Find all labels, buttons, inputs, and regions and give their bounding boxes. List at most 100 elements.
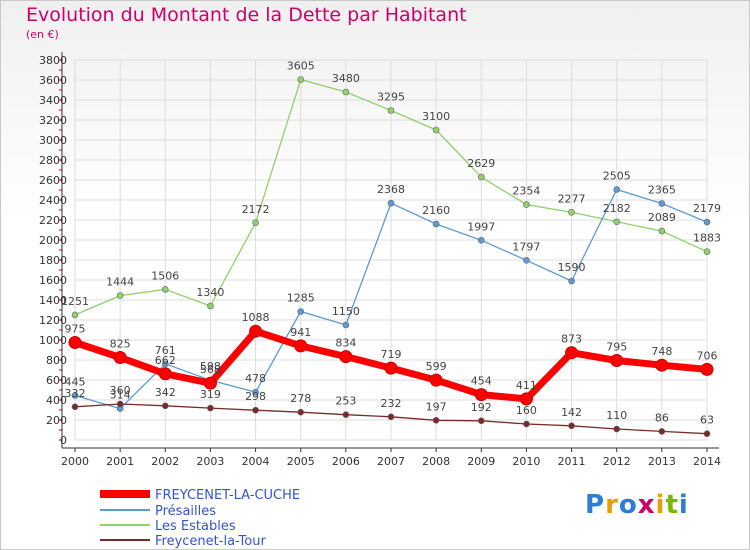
data-label-les-estables: 2354 xyxy=(512,185,540,198)
x-tick-label: 2014 xyxy=(693,455,721,468)
data-point-freycenet-la-cuche xyxy=(339,350,353,364)
data-label-freycenet-la-cuche: 411 xyxy=(516,379,537,392)
x-tick-label: 2004 xyxy=(242,455,270,468)
data-point-les-estables xyxy=(297,76,305,83)
data-label-pr-sailles: 2179 xyxy=(693,202,721,215)
y-tick-label: 0 xyxy=(60,434,67,447)
y-tick-label: 2800 xyxy=(39,154,67,167)
y-tick-label: 1800 xyxy=(39,254,67,267)
data-point-freycenet-la-cuche xyxy=(610,354,624,367)
data-point-freycenet-la-cuche xyxy=(474,388,488,402)
x-tick-label: 2002 xyxy=(151,455,179,468)
data-label-freycenet-la-cuche: 706 xyxy=(697,349,718,362)
data-label-freycenet-la-tour: 192 xyxy=(471,401,492,414)
data-point-freycenet-la-cuche xyxy=(249,324,263,338)
data-point-pr-sailles xyxy=(613,186,621,193)
data-point-pr-sailles xyxy=(432,220,440,228)
data-point-freycenet-la-tour xyxy=(432,416,440,424)
data-label-freycenet-la-cuche: 719 xyxy=(381,348,402,361)
data-label-freycenet-la-tour: 342 xyxy=(155,386,176,399)
y-tick-label: 3000 xyxy=(39,134,67,147)
data-point-freycenet-la-tour xyxy=(161,402,169,410)
data-point-freycenet-la-cuche xyxy=(113,351,127,364)
data-point-freycenet-la-cuche xyxy=(519,392,533,406)
data-label-pr-sailles: 1590 xyxy=(558,261,586,274)
x-tick-label: 2012 xyxy=(603,455,631,468)
data-label-pr-sailles: 598 xyxy=(200,360,221,373)
data-point-pr-sailles xyxy=(342,321,350,329)
y-tick-label: 3600 xyxy=(39,74,67,87)
data-label-freycenet-la-tour: 160 xyxy=(516,404,537,417)
data-point-les-estables xyxy=(71,311,79,319)
x-tick-label: 2000 xyxy=(61,455,89,468)
y-tick-label: 2200 xyxy=(39,214,67,227)
data-label-freycenet-la-cuche: 568 xyxy=(200,363,221,376)
data-point-freycenet-la-cuche xyxy=(203,376,217,390)
y-tick-label: 1200 xyxy=(39,314,67,327)
data-point-les-estables xyxy=(387,107,395,114)
data-point-les-estables xyxy=(161,286,169,293)
data-label-les-estables: 1506 xyxy=(151,269,179,282)
y-tick-label: 3800 xyxy=(39,54,67,67)
data-label-pr-sailles: 1997 xyxy=(467,220,495,233)
data-label-les-estables: 2182 xyxy=(603,202,631,215)
data-point-les-estables xyxy=(568,209,575,216)
data-label-pr-sailles: 1150 xyxy=(332,305,360,318)
x-tick-label: 2007 xyxy=(377,455,405,468)
legend-entry: FREYCENET-LA-CUCHE xyxy=(155,488,300,503)
data-label-freycenet-la-cuche: 795 xyxy=(606,341,627,354)
y-tick-label: 200 xyxy=(46,414,67,427)
data-label-les-estables: 3100 xyxy=(422,110,450,123)
data-label-les-estables: 1444 xyxy=(106,276,134,289)
data-label-les-estables: 1883 xyxy=(693,232,721,245)
data-label-freycenet-la-tour: 86 xyxy=(655,411,669,424)
data-point-freycenet-la-tour xyxy=(116,400,124,408)
data-point-freycenet-la-tour xyxy=(523,420,530,428)
data-label-freycenet-la-tour: 278 xyxy=(290,392,311,405)
data-label-pr-sailles: 1285 xyxy=(287,292,315,305)
data-label-pr-sailles: 2365 xyxy=(648,184,676,197)
data-label-les-estables: 3605 xyxy=(287,60,315,73)
data-label-freycenet-la-tour: 142 xyxy=(561,406,582,419)
data-label-pr-sailles: 1797 xyxy=(512,240,540,253)
data-point-freycenet-la-cuche xyxy=(429,373,443,387)
data-point-pr-sailles xyxy=(161,360,169,368)
data-label-freycenet-la-tour: 253 xyxy=(335,395,356,408)
data-point-les-estables xyxy=(432,126,440,134)
x-tick-label: 2006 xyxy=(332,455,360,468)
data-label-freycenet-la-cuche: 975 xyxy=(65,323,86,336)
data-point-les-estables xyxy=(116,292,124,299)
data-point-freycenet-la-tour xyxy=(658,428,666,435)
series-layer xyxy=(68,76,714,438)
data-labels-layer: 1251 1444 1506 1340 2172 3605 3480 3295 3100 2629… xyxy=(61,60,721,427)
y-tick-label: 1000 xyxy=(39,334,67,347)
y-tick-label: 800 xyxy=(46,354,67,367)
data-label-freycenet-la-cuche: 1088 xyxy=(242,311,270,324)
y-tick-label: 2600 xyxy=(39,174,67,187)
data-label-freycenet-la-cuche: 599 xyxy=(426,360,447,373)
x-tick-label: 2001 xyxy=(106,455,134,468)
data-point-pr-sailles xyxy=(658,200,666,207)
legend-entry: Présailles xyxy=(155,504,216,519)
data-label-pr-sailles: 2368 xyxy=(377,183,405,196)
data-label-les-estables: 2277 xyxy=(558,192,586,205)
data-label-freycenet-la-tour: 332 xyxy=(65,387,86,400)
data-point-freycenet-la-tour xyxy=(207,404,214,412)
data-label-freycenet-la-tour: 63 xyxy=(700,414,714,427)
grid-lines xyxy=(74,59,708,441)
data-point-pr-sailles xyxy=(71,392,79,399)
data-point-les-estables xyxy=(342,88,350,96)
data-point-les-estables xyxy=(252,219,259,227)
data-label-pr-sailles: 2160 xyxy=(422,204,450,217)
data-point-freycenet-la-tour xyxy=(387,413,395,421)
data-label-pr-sailles: 445 xyxy=(65,376,86,389)
data-label-les-estables: 2089 xyxy=(648,211,676,224)
axes: 0200400600800100012001400160018002000220… xyxy=(39,52,721,468)
data-point-freycenet-la-cuche xyxy=(700,362,714,376)
data-label-pr-sailles: 2505 xyxy=(603,170,631,183)
data-label-freycenet-la-tour: 232 xyxy=(381,397,402,410)
data-point-freycenet-la-tour xyxy=(297,408,305,416)
